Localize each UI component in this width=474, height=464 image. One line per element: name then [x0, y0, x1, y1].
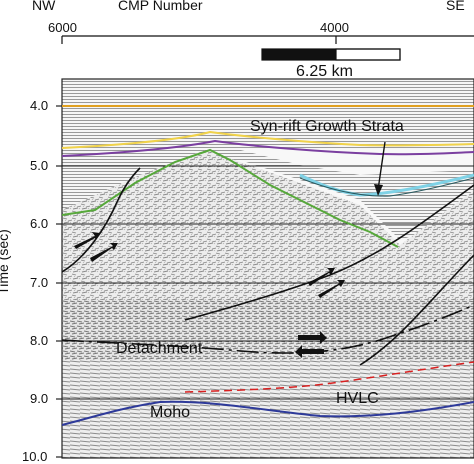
- y-tick-6: 6.0: [30, 216, 49, 231]
- syn-rift-label: Syn-rift Growth Strata: [250, 118, 404, 135]
- hvlc-label: HVLC: [336, 390, 379, 407]
- y-tick-10: 10.0: [22, 449, 48, 464]
- x-tick-6000: 6000: [48, 20, 77, 35]
- y-tick-8: 8.0: [30, 333, 49, 348]
- hvlc-line: [184, 361, 474, 393]
- cmp-number-label: CMP Number: [118, 0, 203, 13]
- y-tick-5: 5.0: [30, 158, 49, 173]
- detachment-label: Detachment: [116, 340, 203, 357]
- y-axis-title: Time (sec): [0, 229, 11, 295]
- y-tick-9: 9.0: [30, 391, 49, 406]
- scale-bar-label: 6.25 km: [296, 63, 353, 80]
- syn-rift-pointer: [374, 141, 386, 196]
- y-tick-7: 7.0: [30, 275, 49, 290]
- scale-bar-white: [335, 48, 401, 61]
- x-tick-4000: 4000: [320, 20, 349, 35]
- nw-label: NW: [32, 0, 56, 13]
- se-label: SE: [446, 0, 465, 13]
- reflector-yellow: [62, 130, 474, 149]
- reflector-purple: [62, 139, 474, 157]
- panel-frame: [61, 78, 474, 459]
- faults: [62, 167, 474, 366]
- y-tick-4: 4.0: [30, 98, 49, 113]
- shear-arrows: [74, 232, 345, 358]
- moho-line: [62, 400, 474, 426]
- moho-label: Moho: [150, 404, 191, 421]
- scale-bar-black: [262, 49, 336, 60]
